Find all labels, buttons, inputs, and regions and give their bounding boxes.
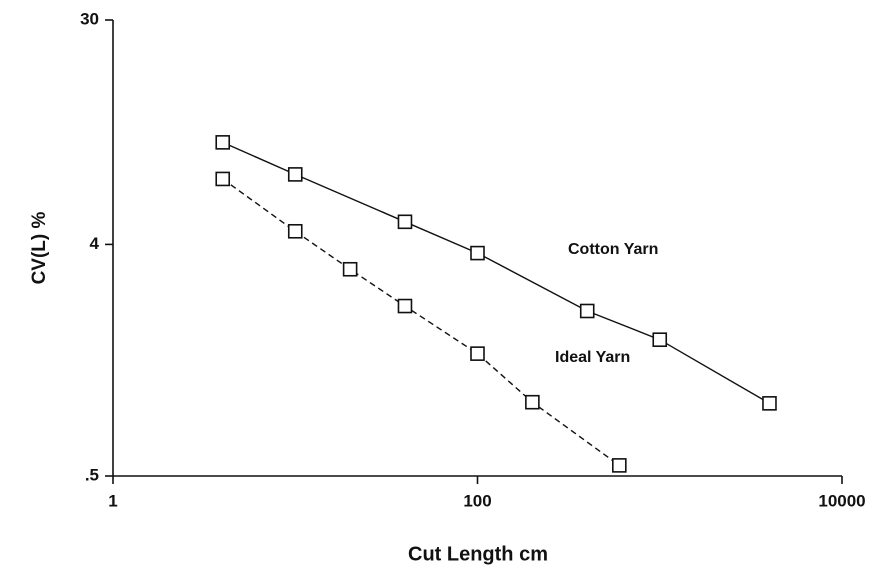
marker	[287, 167, 303, 182]
marker	[215, 135, 231, 150]
series-line	[222, 178, 620, 466]
marker	[470, 245, 485, 261]
marker	[525, 394, 540, 410]
marker	[342, 261, 358, 277]
marker	[397, 298, 413, 314]
series-line	[222, 141, 770, 404]
marker	[470, 346, 485, 361]
x-axis-label: Cut Length cm	[408, 543, 548, 565]
x-tick-label: 10000	[818, 491, 865, 510]
series-label: Cotton Yarn	[568, 241, 658, 258]
series-label: Ideal Yarn	[555, 349, 630, 366]
marker	[397, 214, 413, 230]
y-tick-label: 30	[80, 9, 99, 28]
marker	[287, 223, 303, 239]
y-tick-label: 4	[90, 234, 100, 253]
marker	[215, 171, 231, 187]
marker	[762, 396, 777, 411]
y-tick-label: .5	[85, 465, 99, 484]
x-tick-label: 1	[108, 491, 117, 510]
marker	[612, 458, 627, 473]
marker	[579, 303, 595, 319]
x-tick-label: 100	[463, 491, 491, 510]
marker	[652, 332, 668, 348]
y-axis-label: CV(L) %	[29, 211, 50, 284]
